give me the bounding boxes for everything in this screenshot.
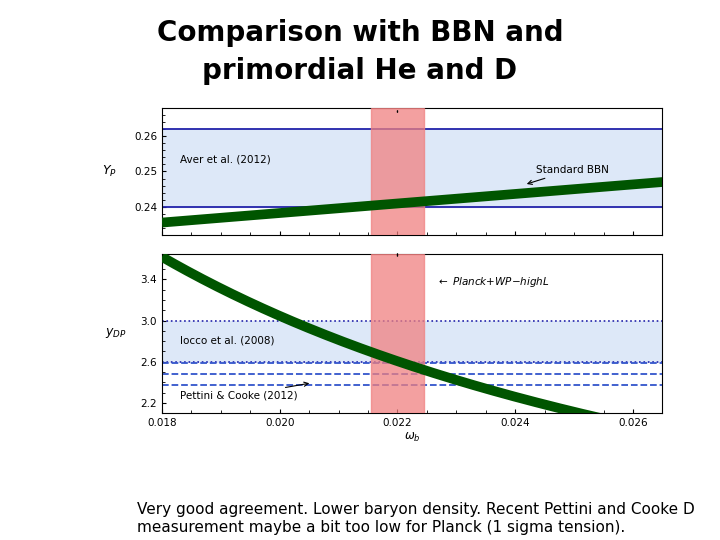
Bar [371,254,424,413]
Y-axis label: $Y_P$: $Y_P$ [102,164,117,179]
Text: Very good agreement. Lower baryon density. Recent Pettini and Cooke D
measuremen: Very good agreement. Lower baryon densit… [137,502,695,535]
Bar [371,108,424,235]
Text: Aver et al. (2012): Aver et al. (2012) [180,154,271,164]
Y-axis label: $y_{DP}$: $y_{DP}$ [104,327,127,340]
X-axis label: $\omega_b$: $\omega_b$ [404,431,420,444]
Text: Comparison with BBN and: Comparison with BBN and [157,19,563,47]
Text: $\leftarrow$ $\it{Planck}$+$\it{WP}$$-$$\it{highL}$: $\leftarrow$ $\it{Planck}$+$\it{WP}$$-$$… [436,275,549,289]
Bar [162,321,662,362]
Text: Iocco et al. (2008): Iocco et al. (2008) [180,335,274,345]
Bar [162,129,662,207]
Text: primordial He and D: primordial He and D [202,57,518,85]
Text: Pettini & Cooke (2012): Pettini & Cooke (2012) [180,382,308,401]
Text: Standard BBN: Standard BBN [528,165,608,184]
